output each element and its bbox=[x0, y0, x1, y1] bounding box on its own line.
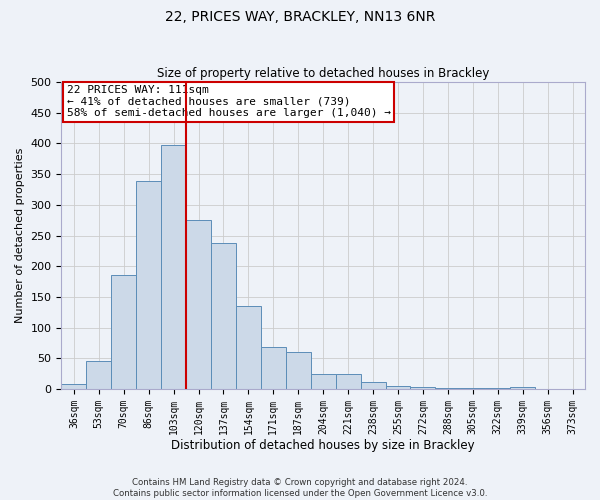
Bar bbox=[386, 386, 410, 389]
Bar bbox=[111, 276, 136, 389]
Bar bbox=[161, 144, 186, 389]
Bar bbox=[186, 220, 211, 389]
Bar bbox=[335, 374, 361, 389]
Bar bbox=[436, 388, 460, 389]
X-axis label: Distribution of detached houses by size in Brackley: Distribution of detached houses by size … bbox=[172, 440, 475, 452]
Bar bbox=[136, 182, 161, 389]
Title: Size of property relative to detached houses in Brackley: Size of property relative to detached ho… bbox=[157, 66, 490, 80]
Y-axis label: Number of detached properties: Number of detached properties bbox=[15, 148, 25, 323]
Bar bbox=[485, 388, 510, 389]
Bar bbox=[61, 384, 86, 389]
Bar bbox=[286, 352, 311, 389]
Bar bbox=[86, 360, 111, 389]
Bar bbox=[510, 387, 535, 389]
Bar bbox=[460, 388, 485, 389]
Bar bbox=[261, 347, 286, 389]
Bar bbox=[236, 306, 261, 389]
Bar bbox=[311, 374, 335, 389]
Bar bbox=[211, 243, 236, 389]
Text: 22, PRICES WAY, BRACKLEY, NN13 6NR: 22, PRICES WAY, BRACKLEY, NN13 6NR bbox=[165, 10, 435, 24]
Text: 22 PRICES WAY: 111sqm
← 41% of detached houses are smaller (739)
58% of semi-det: 22 PRICES WAY: 111sqm ← 41% of detached … bbox=[67, 85, 391, 118]
Text: Contains HM Land Registry data © Crown copyright and database right 2024.
Contai: Contains HM Land Registry data © Crown c… bbox=[113, 478, 487, 498]
Bar bbox=[361, 382, 386, 389]
Bar bbox=[410, 387, 436, 389]
